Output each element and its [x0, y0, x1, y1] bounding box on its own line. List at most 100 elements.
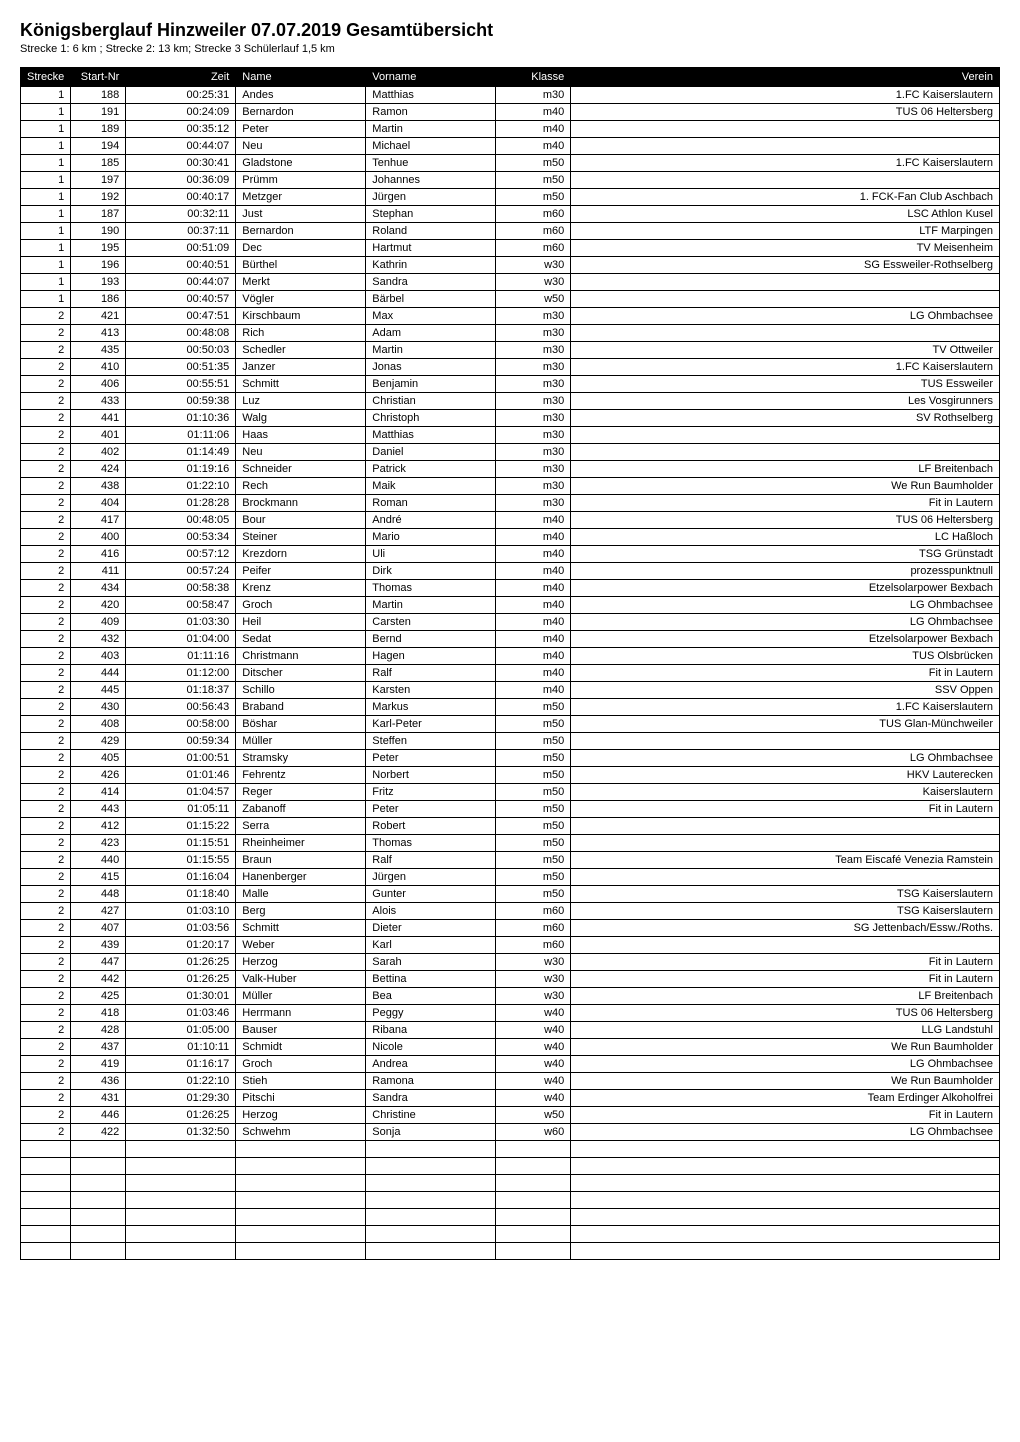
table-row: 119400:44:07NeuMichaelm40	[21, 138, 1000, 155]
table-cell: 436	[71, 1073, 126, 1090]
table-cell: w40	[496, 1022, 571, 1039]
table-header-cell: Klasse	[496, 68, 571, 87]
table-cell: 407	[71, 920, 126, 937]
table-cell: Sandra	[366, 1090, 496, 1107]
table-cell: 1	[21, 189, 71, 206]
table-header-cell: Start-Nr	[71, 68, 126, 87]
table-cell: Christoph	[366, 410, 496, 427]
table-row: 119700:36:09PrümmJohannesm50	[21, 172, 1000, 189]
table-cell: 00:59:34	[126, 733, 236, 750]
table-row: 241300:48:08RichAdamm30	[21, 325, 1000, 342]
table-cell	[571, 427, 1000, 444]
table-cell: 443	[71, 801, 126, 818]
table-cell: Bernardon	[236, 223, 366, 240]
table-cell: Andrea	[366, 1056, 496, 1073]
table-cell: 1	[21, 257, 71, 274]
table-cell: Bauser	[236, 1022, 366, 1039]
table-cell: 01:12:00	[126, 665, 236, 682]
table-cell: Schwehm	[236, 1124, 366, 1141]
table-cell: 1. FCK-Fan Club Aschbach	[571, 189, 1000, 206]
table-row: 242100:47:51KirschbaumMaxm30LG Ohmbachse…	[21, 308, 1000, 325]
table-cell: w60	[496, 1124, 571, 1141]
table-cell: 426	[71, 767, 126, 784]
table-row: 119200:40:17MetzgerJürgenm501. FCK-Fan C…	[21, 189, 1000, 206]
table-cell: m40	[496, 580, 571, 597]
table-cell: m30	[496, 410, 571, 427]
table-row	[21, 1192, 1000, 1209]
table-cell: 01:15:22	[126, 818, 236, 835]
table-cell: Maik	[366, 478, 496, 495]
table-cell: Hanenberger	[236, 869, 366, 886]
table-cell	[21, 1209, 71, 1226]
table-cell: 2	[21, 359, 71, 376]
table-cell: Robert	[366, 818, 496, 835]
table-cell	[21, 1158, 71, 1175]
table-cell: Etzelsolarpower Bexbach	[571, 580, 1000, 597]
table-cell: 190	[71, 223, 126, 240]
table-cell	[496, 1175, 571, 1192]
table-row: 241201:15:22SerraRobertm50	[21, 818, 1000, 835]
table-cell: Nicole	[366, 1039, 496, 1056]
table-cell: 01:19:16	[126, 461, 236, 478]
table-header-cell: Vorname	[366, 68, 496, 87]
table-cell: TV Meisenheim	[571, 240, 1000, 257]
table-cell: 00:51:09	[126, 240, 236, 257]
table-cell: Peter	[236, 121, 366, 138]
table-cell: 2	[21, 614, 71, 631]
table-cell: 1	[21, 104, 71, 121]
table-cell: LF Breitenbach	[571, 461, 1000, 478]
table-cell: w30	[496, 257, 571, 274]
table-cell	[71, 1141, 126, 1158]
table-cell: m30	[496, 444, 571, 461]
table-cell: SSV Oppen	[571, 682, 1000, 699]
table-cell	[496, 1192, 571, 1209]
table-cell	[571, 869, 1000, 886]
table-cell: w30	[496, 274, 571, 291]
table-cell: 431	[71, 1090, 126, 1107]
table-cell: Rich	[236, 325, 366, 342]
table-cell: 1	[21, 138, 71, 155]
table-cell: m30	[496, 427, 571, 444]
table-cell: Schillo	[236, 682, 366, 699]
table-cell	[571, 1243, 1000, 1260]
table-cell	[571, 291, 1000, 308]
table-cell: 2	[21, 937, 71, 954]
table-row: 241401:04:57RegerFritzm50Kaiserslautern	[21, 784, 1000, 801]
table-cell: Etzelsolarpower Bexbach	[571, 631, 1000, 648]
table-cell: 2	[21, 971, 71, 988]
table-cell: Roman	[366, 495, 496, 512]
table-cell: Dec	[236, 240, 366, 257]
table-cell: Sandra	[366, 274, 496, 291]
table-row	[21, 1226, 1000, 1243]
table-header-cell: Name	[236, 68, 366, 87]
table-cell: Jürgen	[366, 189, 496, 206]
table-cell: Karl	[366, 937, 496, 954]
table-cell: 00:58:47	[126, 597, 236, 614]
table-cell: w40	[496, 1056, 571, 1073]
table-cell: m60	[496, 223, 571, 240]
table-cell: Müller	[236, 988, 366, 1005]
table-row: 244101:10:36WalgChristophm30SV Rothselbe…	[21, 410, 1000, 427]
table-cell: Valk-Huber	[236, 971, 366, 988]
table-cell: w40	[496, 1039, 571, 1056]
table-cell	[571, 121, 1000, 138]
table-cell: 01:15:55	[126, 852, 236, 869]
table-cell: Karl-Peter	[366, 716, 496, 733]
table-cell	[71, 1226, 126, 1243]
table-cell: 433	[71, 393, 126, 410]
table-cell	[236, 1226, 366, 1243]
table-cell: 1	[21, 155, 71, 172]
table-cell: m40	[496, 648, 571, 665]
table-cell: m50	[496, 172, 571, 189]
table-cell	[236, 1243, 366, 1260]
table-row: 118700:32:11JustStephanm60LSC Athlon Kus…	[21, 206, 1000, 223]
table-cell: Kaiserslautern	[571, 784, 1000, 801]
table-cell: TUS Glan-Münchweiler	[571, 716, 1000, 733]
table-cell: TSG Kaiserslautern	[571, 886, 1000, 903]
table-cell: 412	[71, 818, 126, 835]
table-cell: 414	[71, 784, 126, 801]
table-cell: m40	[496, 631, 571, 648]
table-row: 244201:26:25Valk-HuberBettinaw30Fit in L…	[21, 971, 1000, 988]
table-cell	[571, 1141, 1000, 1158]
table-cell: 2	[21, 580, 71, 597]
